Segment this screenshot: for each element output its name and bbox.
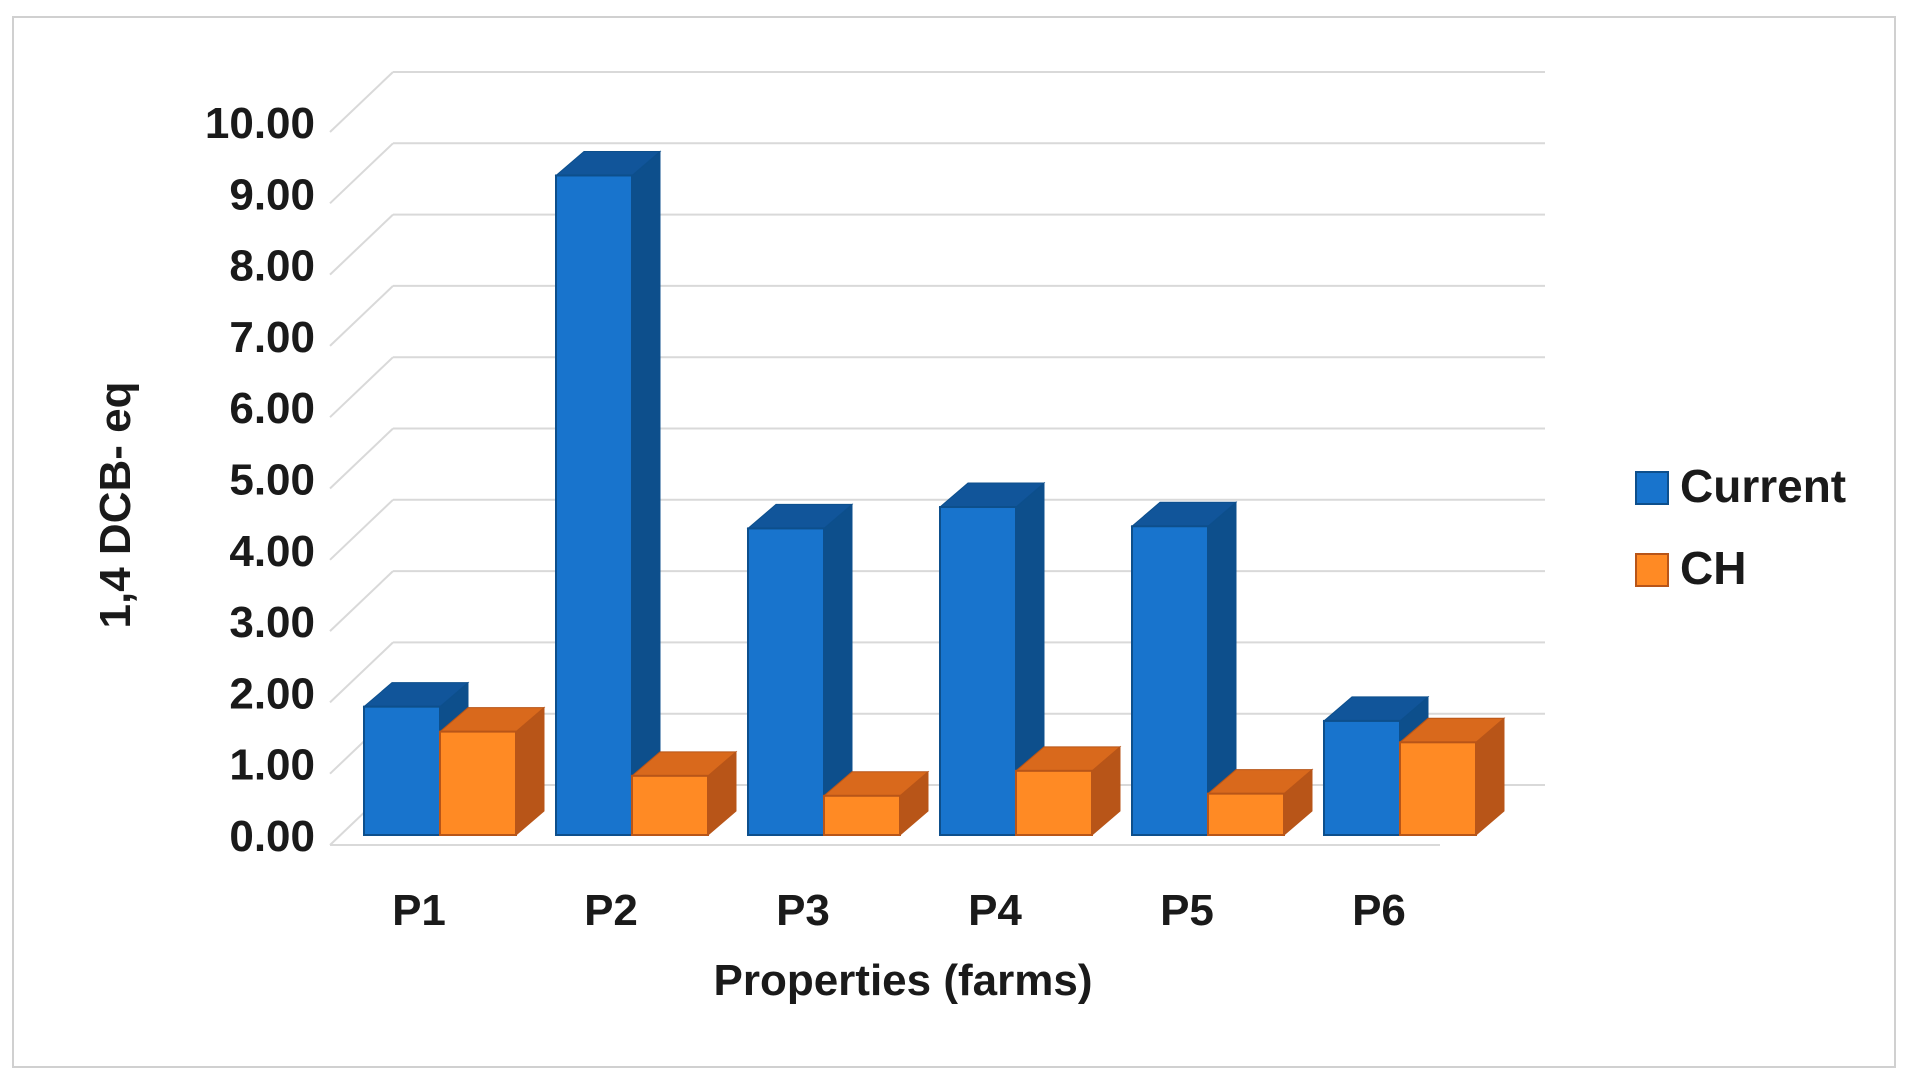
bar-front-face [555, 174, 633, 837]
bar-ch-p5 [1206, 768, 1314, 837]
bar-current-p5 [1130, 501, 1238, 837]
x-category-label: P5 [1160, 886, 1214, 935]
bar-ch-p1 [438, 706, 546, 837]
bar-front-face [823, 794, 901, 836]
bar-front-face [1399, 741, 1477, 836]
bar-front-face [439, 730, 517, 836]
grid-diagonal [329, 142, 394, 205]
bar-current-p3 [746, 503, 854, 837]
y-tick-label: 0.00 [229, 812, 315, 861]
y-tick-labels: 0.00 1.00 2.00 3.00 4.00 5.00 6.00 7.00 8.00 9.00… [205, 99, 315, 861]
bar-side-face [631, 150, 661, 837]
grid-diagonal [329, 641, 394, 704]
bar-ch-p6 [1398, 717, 1506, 837]
bar-front-face [1015, 769, 1093, 837]
legend: Current CH [1635, 460, 1846, 594]
bar-current-p4 [938, 481, 1046, 837]
bar-ch-p2 [630, 750, 738, 837]
bar-ch-p3 [822, 770, 930, 837]
bar-front-face [1323, 719, 1401, 836]
bar-front-face [1207, 792, 1285, 836]
x-category-label: P1 [392, 886, 446, 935]
grid-diagonal [329, 356, 394, 418]
y-tick-label: 7.00 [229, 313, 315, 362]
y-tick-label: 2.00 [229, 669, 315, 718]
y-tick-label: 6.00 [229, 384, 315, 433]
y-tick-label: 3.00 [229, 598, 315, 647]
y-tick-label: 9.00 [229, 170, 315, 219]
grid-diagonal [329, 71, 394, 133]
bar-front-face [939, 506, 1017, 836]
bar-front-face [631, 774, 709, 836]
y-tick-label: 8.00 [229, 242, 315, 291]
x-axis-title: Properties (farms) [713, 956, 1092, 1005]
y-tick-label: 5.00 [229, 456, 315, 505]
y-tick-label: 1.00 [229, 741, 315, 790]
x-category-label: P2 [584, 886, 638, 935]
bar-ch-p4 [1014, 745, 1122, 837]
bars [362, 150, 1506, 837]
legend-label-ch: CH [1680, 542, 1746, 594]
grid-diagonal [329, 213, 394, 276]
x-category-label: P6 [1352, 886, 1406, 935]
x-category-label: P3 [776, 886, 830, 935]
bar-front-face [363, 705, 441, 836]
y-axis-title: 1,4 DCB- eq [91, 382, 140, 629]
x-category-label: P4 [968, 886, 1022, 935]
bar-current-p2 [554, 150, 662, 837]
legend-label-current: Current [1680, 460, 1846, 512]
grid-diagonal [329, 285, 394, 347]
grid-diagonal [329, 499, 394, 561]
x-category-labels: P1 P2 P3 P4 P5 P6 [392, 886, 1406, 935]
y-tick-label: 4.00 [229, 527, 315, 576]
legend-swatch-ch [1635, 553, 1669, 587]
bar-front-face [747, 527, 825, 836]
grid-diagonal [329, 427, 394, 490]
y-tick-label: 10.00 [205, 99, 315, 148]
bar-front-face [1131, 525, 1209, 836]
legend-swatch-current [1635, 471, 1669, 505]
grid-diagonal [329, 570, 394, 632]
